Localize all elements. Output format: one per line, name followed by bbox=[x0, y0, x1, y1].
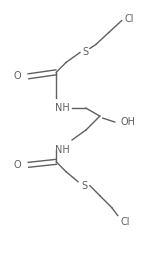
Text: S: S bbox=[81, 181, 87, 191]
Text: OH: OH bbox=[120, 117, 135, 127]
Text: Cl: Cl bbox=[121, 217, 130, 226]
Text: O: O bbox=[14, 71, 21, 81]
Text: NH: NH bbox=[55, 103, 70, 113]
Text: O: O bbox=[14, 160, 21, 170]
Text: Cl: Cl bbox=[125, 14, 134, 24]
Text: NH: NH bbox=[55, 145, 70, 155]
Text: S: S bbox=[82, 47, 88, 57]
